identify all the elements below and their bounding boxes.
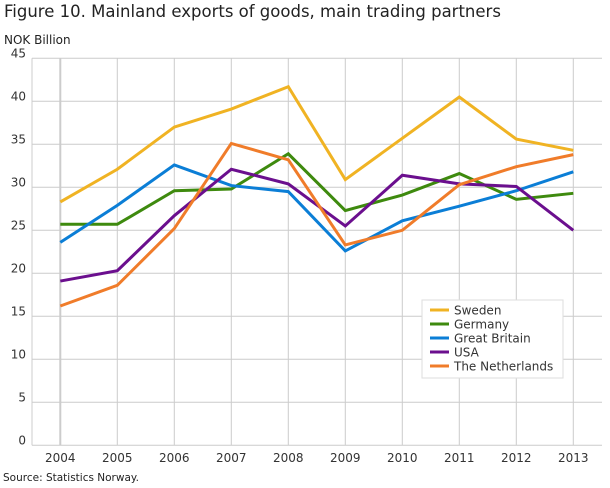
legend-label: Germany [454, 318, 509, 332]
y-tick-label: 10 [11, 347, 26, 361]
y-tick-label: 0 [18, 433, 26, 447]
y-tick-label: 25 [11, 218, 26, 232]
y-tick-label: 40 [11, 89, 26, 103]
x-tick-label: 2005 [102, 451, 133, 465]
y-tick-label: 15 [11, 304, 26, 318]
x-tick-label: 2010 [387, 451, 418, 465]
series-line-sweden [59, 84, 574, 204]
y-tick-label: 35 [11, 132, 26, 146]
x-tick-label: 2007 [216, 451, 247, 465]
source-note: Source: Statistics Norway. [3, 472, 139, 484]
x-tick-label: 2008 [273, 451, 304, 465]
x-tick-label: 2012 [501, 451, 532, 465]
y-tick-label: 45 [11, 46, 26, 60]
series-line-germany [60, 151, 574, 226]
legend-label: The Netherlands [453, 360, 553, 374]
y-tick-label: 5 [18, 390, 26, 404]
series-line-the-netherlands [59, 141, 574, 308]
x-tick-label: 2011 [444, 451, 475, 465]
x-tick-label: 2013 [558, 451, 589, 465]
y-tick-label: 30 [11, 175, 26, 189]
legend-label: Sweden [454, 304, 501, 318]
x-tick-label: 2009 [330, 451, 361, 465]
legend-label: Great Britain [454, 332, 531, 346]
y-axis-label: NOK Billion [4, 33, 71, 47]
x-tick-label: 2006 [159, 451, 190, 465]
series-line-great-britain [59, 163, 574, 253]
chart-title: Figure 10. Mainland exports of goods, ma… [4, 2, 501, 21]
legend-label: USA [454, 346, 480, 360]
x-tick-label: 2004 [45, 451, 76, 465]
y-tick-label: 20 [11, 261, 26, 275]
